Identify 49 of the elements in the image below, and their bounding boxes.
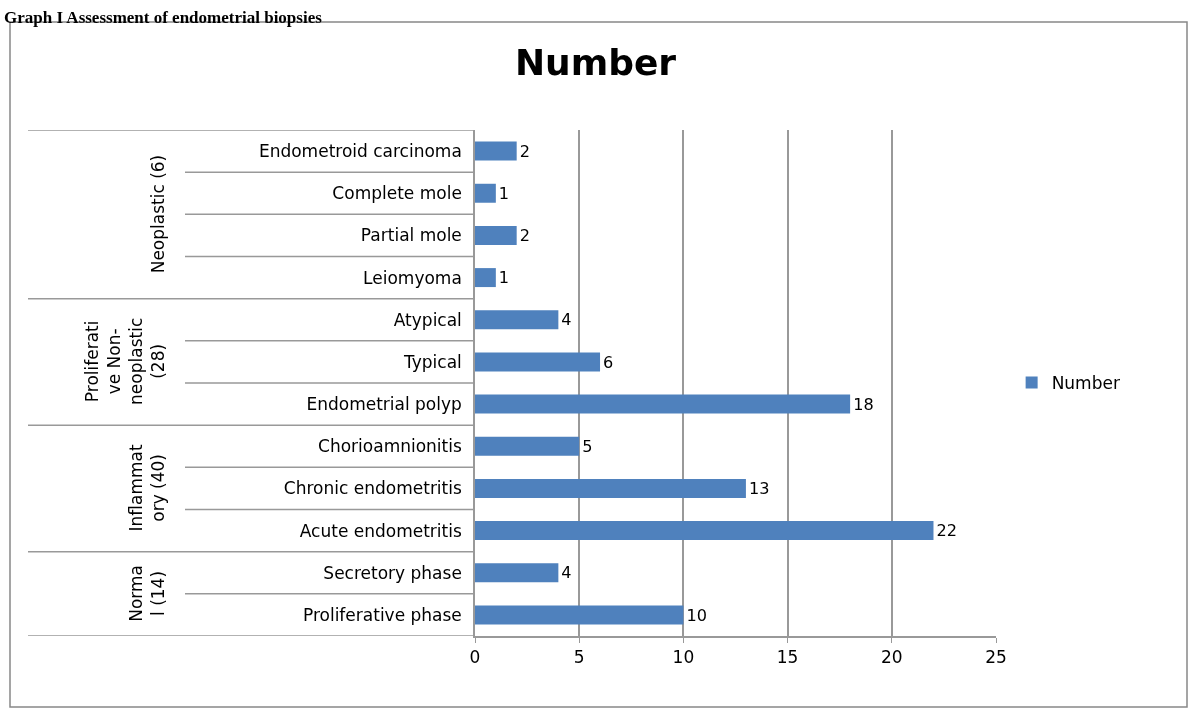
bar bbox=[475, 183, 496, 203]
x-tick-label: 10 bbox=[672, 647, 695, 668]
data-label: 13 bbox=[748, 479, 770, 499]
bar bbox=[475, 141, 517, 161]
x-tick-label: 20 bbox=[880, 647, 903, 668]
bar bbox=[475, 478, 746, 498]
data-label: 4 bbox=[561, 310, 572, 330]
data-label: 5 bbox=[582, 436, 593, 456]
y-tick-label: Chronic endometritis bbox=[283, 478, 462, 499]
y-tick-label: Chorioamnionitis bbox=[318, 436, 462, 457]
data-label: 10 bbox=[686, 605, 707, 625]
bar bbox=[475, 225, 517, 245]
data-label: 22 bbox=[936, 521, 957, 541]
bar bbox=[475, 563, 559, 583]
data-label: 4 bbox=[561, 563, 572, 583]
x-tick-label: 0 bbox=[469, 647, 481, 668]
y-tick-label: Acute endometritis bbox=[299, 520, 462, 541]
data-label: 6 bbox=[603, 352, 614, 372]
text: Proliferati ve Non- neoplastic (28) bbox=[82, 317, 169, 405]
data-label: 1 bbox=[498, 268, 510, 288]
bar bbox=[475, 268, 496, 288]
x-tick-label: 5 bbox=[573, 647, 585, 668]
legend-label: Number bbox=[1051, 373, 1120, 394]
bar bbox=[475, 394, 851, 414]
y-tick-label: Leiomyoma bbox=[363, 267, 462, 288]
y-tick-label: Typical bbox=[403, 351, 462, 372]
text: Graph I Assessment of endometrial biopsies bbox=[4, 8, 323, 27]
x-tick-label: 15 bbox=[776, 647, 799, 668]
y-tick-label: Proliferative phase bbox=[302, 604, 462, 625]
bar bbox=[475, 310, 559, 330]
y-tick-label: Complete mole bbox=[332, 183, 462, 204]
data-label: 2 bbox=[519, 226, 530, 246]
data-label: 2 bbox=[519, 141, 530, 161]
y-tick-label: Partial mole bbox=[360, 225, 462, 246]
data-label: 18 bbox=[853, 394, 874, 414]
bar bbox=[475, 436, 580, 456]
data-label: 1 bbox=[498, 183, 510, 203]
y-tick-label: Atypical bbox=[393, 309, 462, 330]
text: Inflammat ory (40) bbox=[125, 443, 168, 532]
x-tick-label: 25 bbox=[985, 647, 1007, 668]
text: Norma l (14) bbox=[126, 565, 169, 622]
bar bbox=[475, 605, 684, 625]
bar bbox=[475, 352, 601, 372]
chart-title: Number bbox=[514, 42, 677, 84]
y-tick-label: Secretory phase bbox=[323, 562, 462, 583]
y-tick-label: Endometrial polyp bbox=[306, 394, 462, 415]
y-tick-label: Endometroid carcinoma bbox=[258, 141, 462, 162]
bar bbox=[475, 521, 934, 541]
text: Neoplastic (6) bbox=[147, 154, 168, 274]
